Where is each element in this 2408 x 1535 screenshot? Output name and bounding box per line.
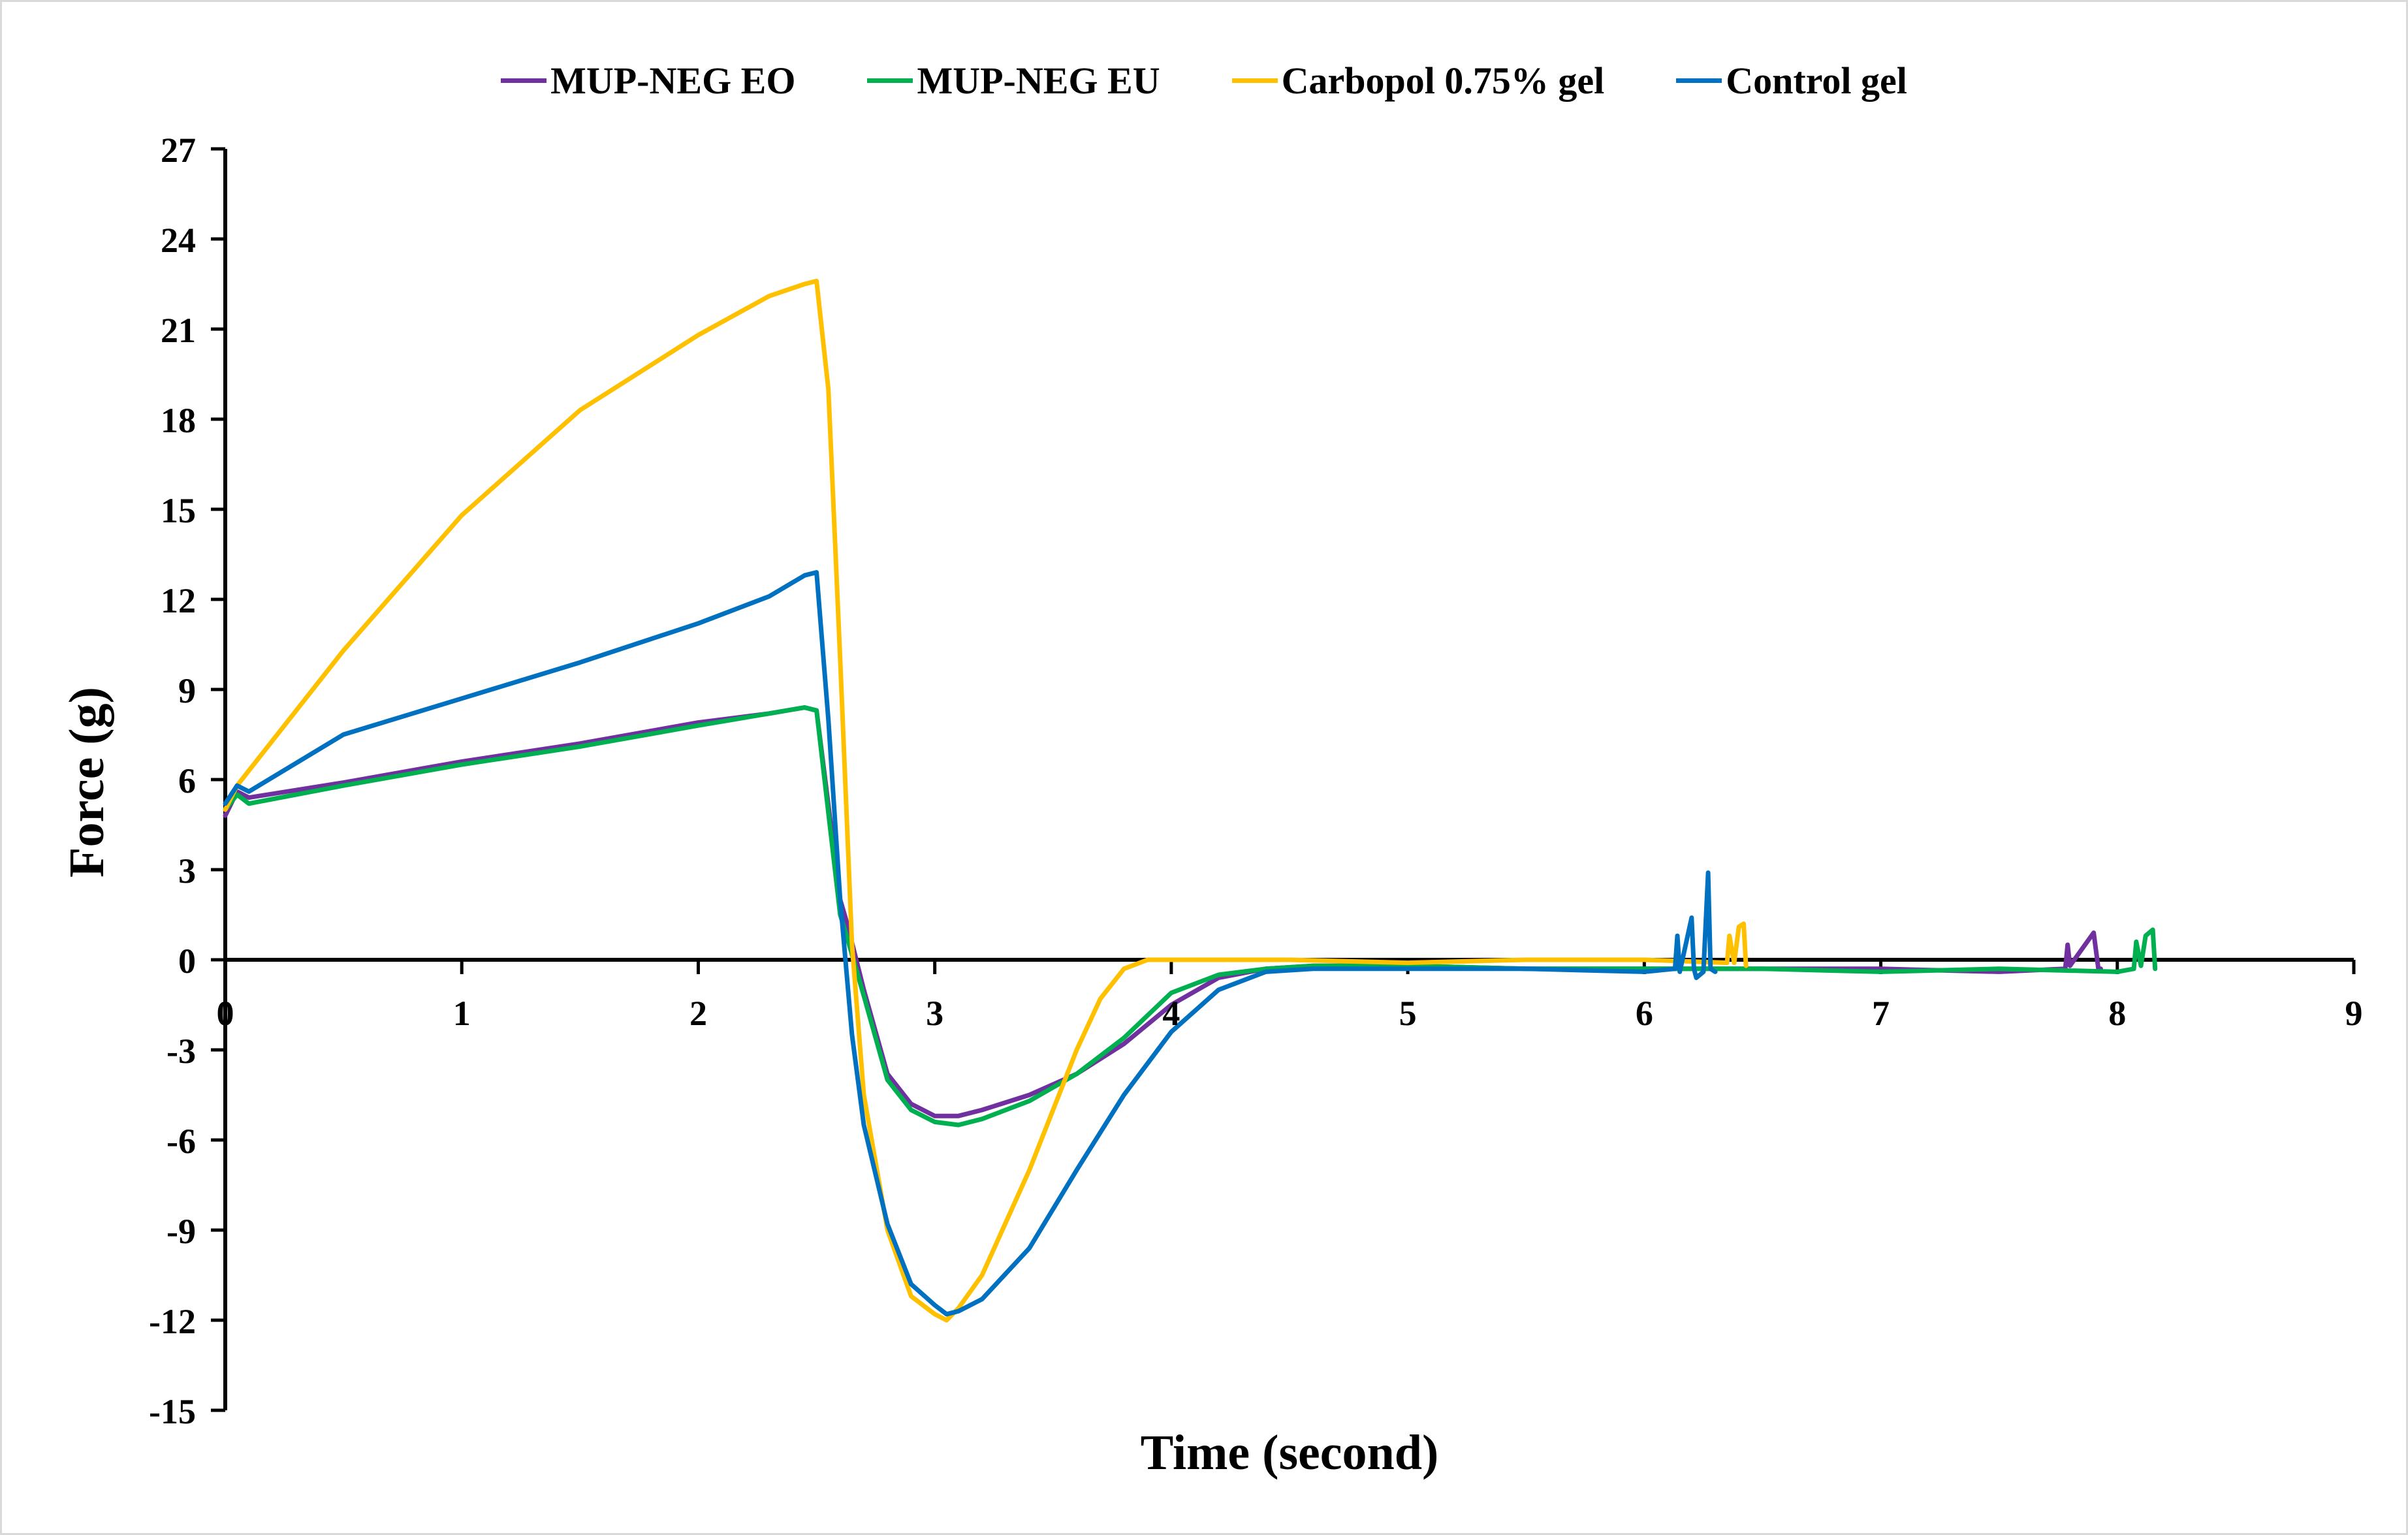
legend-swatch-carbopol bbox=[1231, 78, 1278, 83]
series-line-control-gel bbox=[223, 570, 1718, 1317]
y-tick-label: 3 bbox=[178, 851, 196, 891]
y-tick-label: 18 bbox=[161, 401, 196, 440]
x-tick-label: 2 bbox=[689, 994, 707, 1033]
x-tick-label: 4 bbox=[1162, 994, 1180, 1033]
y-tick-label: 12 bbox=[161, 581, 196, 620]
legend-label-mup-neg-eu: MUP-NEG EU bbox=[917, 59, 1160, 102]
legend-swatch-mup-neg-eu bbox=[867, 78, 913, 83]
y-tick-label: 21 bbox=[161, 311, 196, 350]
legend-swatch-control-gel bbox=[1676, 78, 1722, 83]
y-tick-label: -3 bbox=[166, 1032, 196, 1071]
y-tick-label: -15 bbox=[149, 1392, 196, 1431]
y-tick-label: 27 bbox=[161, 131, 196, 170]
legend-item-mup-neg-eu: MUP-NEG EU bbox=[867, 59, 1160, 103]
x-tick-label: 5 bbox=[1399, 994, 1417, 1033]
y-tick-label: 15 bbox=[161, 491, 196, 530]
x-tick-label: 3 bbox=[926, 994, 943, 1033]
series-line-carbopol-0-75-gel bbox=[223, 278, 1749, 1323]
x-tick-label: 0 bbox=[217, 994, 234, 1033]
x-tick-label: 1 bbox=[453, 994, 471, 1033]
y-tick-label: -6 bbox=[166, 1122, 196, 1161]
y-tick-label: -12 bbox=[149, 1302, 196, 1341]
x-tick-label: 9 bbox=[2345, 994, 2363, 1033]
legend-item-carbopol: Carbopol 0.75% gel bbox=[1231, 59, 1605, 103]
axes bbox=[211, 147, 2356, 1412]
series-line-mup-neg-eo bbox=[223, 705, 2103, 1118]
legend-label-control-gel: Control gel bbox=[1726, 59, 1907, 102]
y-tick-label: 0 bbox=[178, 942, 196, 981]
series-line-mup-neg-eu bbox=[223, 705, 2158, 1128]
x-tick-label: 6 bbox=[1636, 994, 1653, 1033]
x-tick-label: 7 bbox=[1872, 994, 1890, 1033]
y-axis-title: Force (g) bbox=[59, 687, 114, 878]
y-tick-label: -9 bbox=[166, 1212, 196, 1251]
x-tick-label: 8 bbox=[2108, 994, 2126, 1033]
legend-item-mup-neg-eo: MUP-NEG EO bbox=[501, 59, 795, 103]
x-axis-title: Time (second) bbox=[1141, 1425, 1439, 1480]
legend-item-control-gel: Control gel bbox=[1676, 59, 1907, 103]
y-tick-label: 6 bbox=[178, 761, 196, 800]
legend-label-mup-neg-eo: MUP-NEG EO bbox=[550, 59, 796, 102]
series-layer bbox=[223, 278, 2158, 1323]
legend: MUP-NEG EO MUP-NEG EU Carbopol 0.75% gel… bbox=[0, 51, 2408, 110]
legend-label-carbopol: Carbopol 0.75% gel bbox=[1281, 59, 1605, 102]
legend-swatch-mup-neg-eo bbox=[501, 78, 547, 83]
y-tick-label: 24 bbox=[161, 221, 196, 260]
y-tick-label: 9 bbox=[178, 671, 196, 710]
